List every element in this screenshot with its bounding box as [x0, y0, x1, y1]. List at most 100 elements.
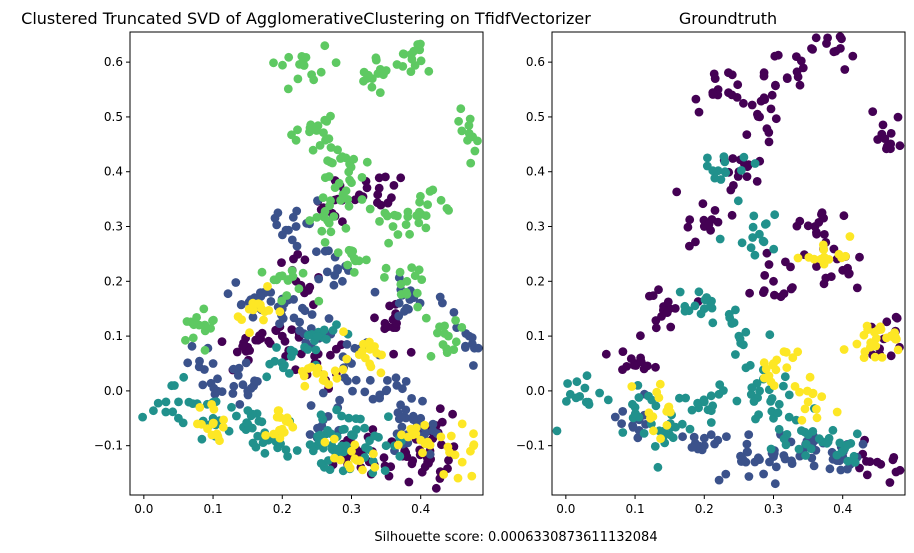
scatter-point — [262, 372, 272, 382]
scatter-point — [406, 67, 416, 76]
scatter-point — [410, 61, 420, 70]
scatter-point — [241, 358, 251, 368]
scatter-point — [295, 60, 304, 69]
scatter-point — [303, 330, 313, 340]
scatter-point — [741, 363, 751, 373]
scatter-point — [407, 263, 417, 272]
scatter-point — [581, 397, 591, 407]
scatter-point — [424, 66, 434, 76]
scatter-point — [382, 211, 392, 221]
scatter-point — [393, 440, 403, 450]
scatter-point — [414, 207, 424, 217]
scatter-point — [848, 51, 858, 61]
scatter-point — [288, 422, 298, 432]
scatter-point — [713, 435, 723, 445]
scatter-point — [405, 229, 414, 239]
scatter-point — [737, 238, 747, 248]
scatter-point — [244, 304, 254, 314]
scatter-point — [868, 339, 877, 349]
scatter-point — [731, 305, 740, 315]
scatter-point — [345, 175, 354, 185]
scatter-point — [423, 200, 432, 210]
scatter-point — [819, 245, 829, 255]
scatter-point — [320, 437, 330, 447]
scatter-point — [663, 297, 673, 307]
scatter-point — [836, 465, 846, 475]
scatter-point — [662, 308, 672, 317]
scatter-point — [187, 341, 197, 351]
scatter-point — [260, 448, 270, 458]
scatter-point — [362, 255, 371, 265]
scatter-point — [354, 350, 364, 359]
scatter-point — [622, 362, 632, 371]
scatter-point — [873, 135, 883, 144]
scatter-point — [199, 304, 209, 314]
x-tick-label: 0.4 — [833, 502, 852, 516]
scatter-point — [841, 251, 850, 261]
scatter-point — [316, 67, 326, 77]
scatter-point — [391, 373, 401, 383]
scatter-point — [208, 359, 218, 368]
scatter-point — [784, 390, 794, 400]
scatter-point — [237, 315, 247, 324]
scatter-point — [572, 377, 582, 387]
scatter-point — [245, 346, 255, 355]
scatter-point — [849, 451, 859, 461]
scatter-point — [282, 291, 292, 300]
scatter-point — [138, 412, 148, 422]
scatter-point — [893, 345, 903, 355]
scatter-point — [435, 404, 445, 413]
scatter-point — [708, 318, 718, 328]
scatter-point — [388, 222, 398, 231]
scatter-point — [683, 222, 693, 232]
scatter-point — [812, 229, 821, 239]
scatter-point — [283, 276, 293, 285]
scatter-point — [396, 173, 406, 183]
scatter-point — [293, 125, 302, 135]
scatter-point — [840, 65, 850, 74]
scatter-point — [330, 271, 340, 280]
scatter-point — [852, 429, 862, 439]
scatter-point — [289, 313, 299, 323]
scatter-point — [389, 349, 398, 359]
scatter-point — [636, 331, 645, 341]
scatter-point — [755, 386, 764, 396]
scatter-point — [790, 382, 800, 391]
scatter-point — [428, 185, 438, 195]
scatter-point — [843, 456, 853, 466]
scatter-point — [742, 172, 752, 182]
scatter-point — [563, 379, 572, 388]
scatter-point — [370, 313, 379, 323]
scatter-point — [209, 418, 218, 428]
scatter-point — [341, 186, 351, 196]
scatter-point — [876, 459, 886, 469]
scatter-point — [418, 448, 427, 458]
scatter-point — [892, 313, 902, 323]
scatter-point — [381, 263, 391, 273]
scatter-point — [366, 362, 376, 372]
scatter-point — [263, 282, 272, 291]
scatter-point — [450, 450, 460, 460]
axes-frame — [551, 31, 906, 496]
x-tick-label: 0.2 — [695, 502, 714, 516]
scatter-point — [360, 387, 370, 397]
scatter-point — [295, 326, 304, 335]
scatter-point — [770, 290, 779, 300]
scatter-point — [269, 275, 279, 285]
scatter-point — [309, 75, 319, 85]
scatter-point — [671, 422, 680, 432]
scatter-point — [739, 98, 748, 108]
scatter-point — [742, 439, 752, 449]
scatter-point — [349, 154, 359, 164]
scatter-point — [332, 373, 342, 383]
scatter-point — [438, 298, 447, 308]
scatter-point — [320, 246, 330, 256]
scatter-point — [371, 53, 381, 63]
scatter-point — [425, 449, 435, 459]
scatter-point — [253, 431, 263, 441]
scatter-point — [759, 469, 768, 479]
scatter-point — [796, 56, 806, 66]
scatter-point — [373, 198, 382, 208]
scatter-point — [750, 250, 760, 260]
